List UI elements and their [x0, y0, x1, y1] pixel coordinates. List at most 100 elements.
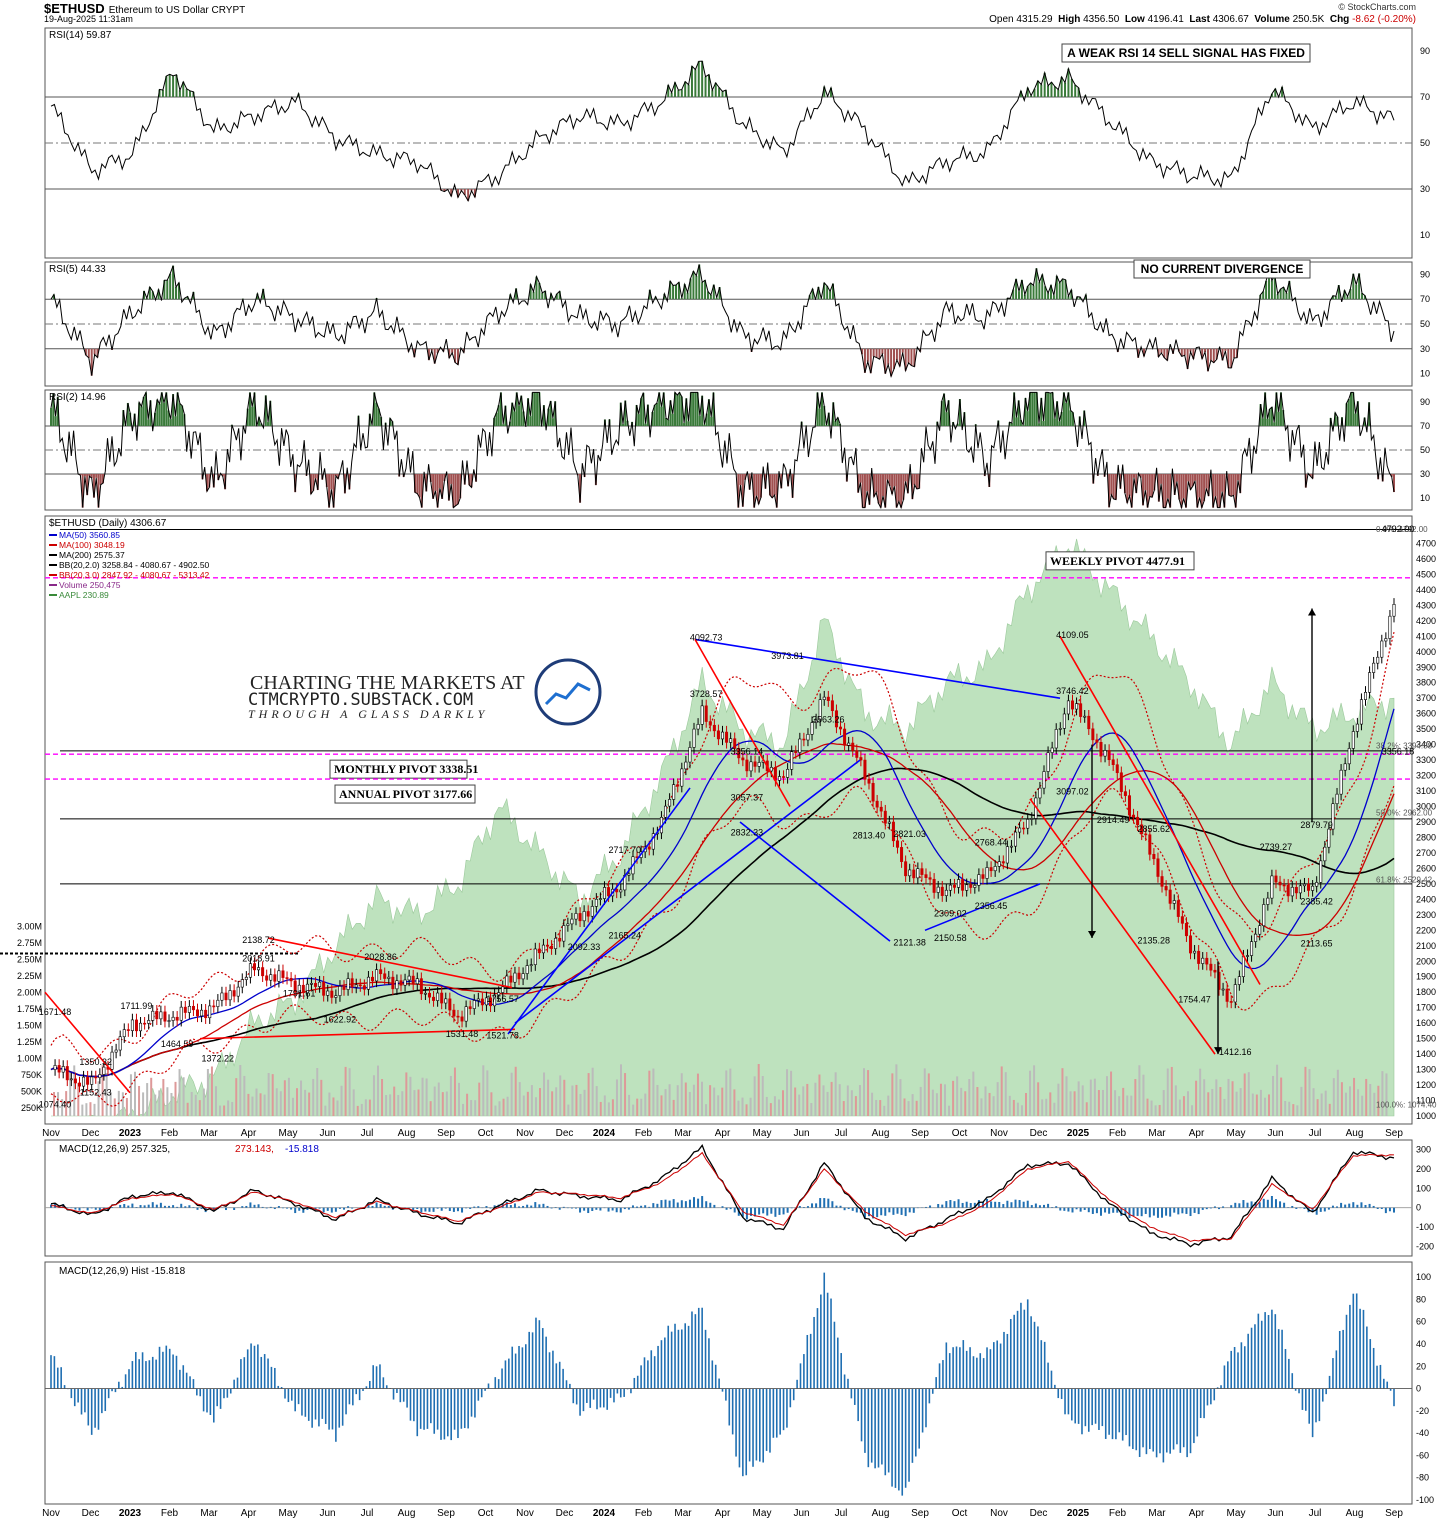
candle-body: [1241, 955, 1245, 977]
x-label: Apr: [715, 1508, 731, 1519]
x-label: 2023: [119, 1508, 142, 1519]
candle-body: [98, 1074, 102, 1078]
price-label: 1152.43: [80, 1087, 112, 1097]
price-tick-1900: 1900: [1416, 972, 1436, 982]
volume-bar: [417, 1089, 420, 1116]
candle-body: [696, 724, 700, 730]
candle-body: [619, 889, 623, 893]
brand-credit: © StockCharts.com: [1338, 2, 1416, 12]
candle-body: [985, 867, 989, 879]
candle-body: [216, 999, 220, 1007]
volume-bar: [830, 1081, 833, 1116]
volume-bar: [1085, 1102, 1088, 1116]
rsi-panel-2-tick-10: 10: [1420, 369, 1430, 379]
volume-bar: [514, 1066, 517, 1116]
x-label: Jul: [835, 1128, 848, 1139]
volume-bar: [1365, 1078, 1368, 1116]
rsi-panel-3-legend: RSI(2) 14.96: [49, 392, 106, 403]
volume-bar: [891, 1073, 894, 1116]
volume-bar: [591, 1067, 594, 1116]
candle-body: [200, 1009, 204, 1017]
candle-body: [1278, 881, 1282, 886]
price-label: 1531.48: [446, 1029, 479, 1039]
macd-legend-hist: -15.818: [285, 1144, 319, 1155]
candle-body: [472, 1000, 476, 1009]
candle-body: [875, 800, 879, 808]
candle-body: [427, 992, 431, 998]
x-label: Jul: [1309, 1508, 1322, 1519]
volume-bar: [138, 1085, 141, 1116]
volume-bar: [1353, 1077, 1356, 1116]
volume-tick: 2.00M: [17, 988, 42, 998]
candle-body: [480, 998, 484, 1006]
volume-bar: [263, 1094, 266, 1116]
hist-tick: -40: [1416, 1428, 1429, 1438]
candle-body: [269, 974, 273, 981]
volume-bar: [445, 1091, 448, 1116]
volume-bar: [555, 1087, 558, 1116]
candle-body: [509, 975, 513, 983]
volume-bar: [1089, 1079, 1092, 1116]
x-label: 2024: [593, 1128, 616, 1139]
volume-bar: [65, 1091, 68, 1116]
x-label: Jun: [319, 1128, 335, 1139]
volume-bar: [1191, 1105, 1194, 1116]
x-label: Mar: [1148, 1128, 1166, 1139]
candle-body: [1022, 827, 1026, 830]
volume-bar: [923, 1068, 926, 1116]
fib-label: 61.8%: 2529.42: [1376, 875, 1433, 884]
x-label: Feb: [1109, 1508, 1127, 1519]
candle-body: [916, 868, 920, 879]
candle-body: [122, 1029, 126, 1038]
volume-bar: [1025, 1093, 1027, 1116]
volume-bar: [1223, 1098, 1226, 1116]
candle-body: [1046, 752, 1050, 772]
candle-body: [708, 721, 712, 726]
volume-bar: [401, 1091, 404, 1116]
volume-bar: [968, 1079, 971, 1116]
candle-body: [220, 992, 224, 1001]
volume-bar: [251, 1096, 254, 1116]
volume-bar: [409, 1076, 412, 1116]
fib-label: 0.0%: 4792.00: [1376, 525, 1428, 534]
rsi-panel-1-tick-30: 30: [1420, 184, 1430, 194]
x-label: Sep: [437, 1128, 455, 1139]
candle-body: [484, 997, 488, 1006]
volume-bar: [628, 1094, 631, 1116]
target-arrow-head: [1214, 1047, 1222, 1055]
candle-body: [688, 747, 692, 763]
hist-tick: -20: [1416, 1406, 1429, 1416]
candle-body: [1030, 818, 1034, 820]
price-label: 1754.47: [1178, 994, 1211, 1004]
volume-bar: [1255, 1094, 1258, 1116]
price-tick-4400: 4400: [1416, 585, 1436, 595]
candle-body: [346, 978, 350, 990]
candle-body: [558, 937, 562, 942]
candle-body: [387, 976, 391, 979]
volume-bar: [883, 1105, 886, 1116]
candle-body: [493, 994, 497, 1007]
pivot-label-box: [329, 759, 468, 779]
x-label: Dec: [1030, 1508, 1048, 1519]
price-label: 2356.45: [975, 901, 1008, 911]
volume-bar: [709, 1085, 712, 1116]
volume-bar: [316, 1067, 319, 1116]
rsi-panel-2-line: [50, 264, 1395, 378]
candle-body: [1294, 886, 1298, 894]
candle-body: [627, 873, 631, 876]
volume-bar: [996, 1082, 999, 1116]
candle-body: [1062, 713, 1066, 729]
volume-bar: [587, 1073, 590, 1116]
volume-bar: [1012, 1099, 1015, 1116]
price-tick-4500: 4500: [1416, 569, 1436, 579]
volume-bar: [854, 1096, 857, 1116]
candle-body: [745, 759, 749, 772]
candle-body: [1083, 715, 1087, 718]
candle-body: [1209, 963, 1213, 971]
volume-tick: 1.75M: [17, 1004, 42, 1014]
volume-bar: [741, 1097, 744, 1116]
watermark-line3: THROUGH A GLASS DARKLY: [248, 707, 488, 721]
candle-body: [810, 722, 814, 735]
candle-body: [82, 1076, 86, 1087]
candle-body: [859, 757, 863, 761]
